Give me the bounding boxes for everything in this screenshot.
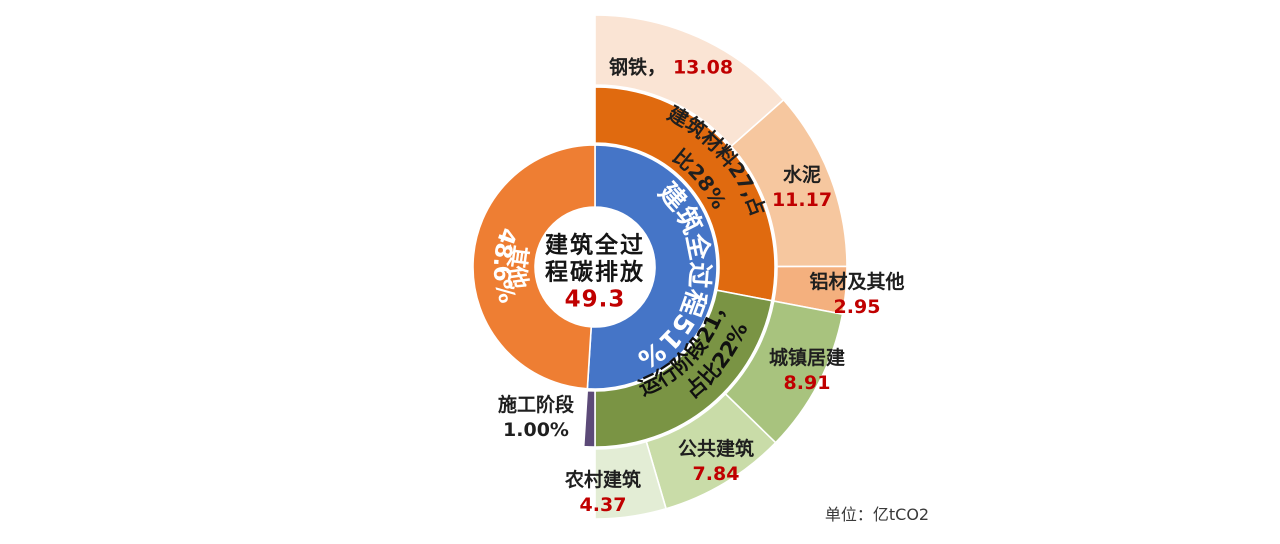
segment-other (472, 144, 596, 390)
center-total-value: 49.3 (564, 286, 626, 313)
label-rural-value: 4.37 (579, 494, 627, 516)
segment-construction-stage (582, 389, 596, 448)
label-cement-value: 11.17 (771, 189, 833, 211)
label-steel-name: 钢铁， (608, 56, 666, 79)
label-cement-name: 水泥 (782, 164, 822, 186)
label-aluminum-value: 2.95 (833, 296, 881, 318)
label-rural: 农村建筑 4.37 (565, 468, 641, 518)
segment-rural-buildings (594, 440, 668, 520)
label-public-name: 公共建筑 (677, 438, 755, 460)
segment-whole-process (586, 144, 718, 390)
label-steel-value: 13.08 (672, 56, 734, 79)
label-urban-value: 8.91 (783, 372, 831, 394)
label-construction: 施工阶段 1.00% (498, 393, 574, 443)
label-steel: 钢铁， 13.08 (609, 56, 733, 81)
label-aluminum: 铝材及其他 2.95 (809, 270, 904, 320)
label-cement: 水泥 11.17 (772, 163, 832, 213)
label-public: 公共建筑 7.84 (678, 437, 754, 487)
label-rural-name: 农村建筑 (564, 469, 642, 491)
center-title-line2: 程碳排放 (545, 259, 645, 286)
center-title-line1: 建筑全过 (545, 232, 645, 259)
label-urban-name: 城镇居建 (768, 347, 846, 369)
label-aluminum-name: 铝材及其他 (809, 271, 905, 293)
label-construction-value: 1.00% (503, 419, 569, 441)
unit-note: 单位：亿tCO2 (824, 505, 930, 524)
label-construction-name: 施工阶段 (497, 394, 575, 416)
chart-center-title: 建筑全过 程碳排放 49.3 (545, 233, 645, 314)
segment-building-materials (594, 86, 776, 302)
label-urban: 城镇居建 8.91 (769, 346, 845, 396)
label-public-value: 7.84 (692, 463, 740, 485)
